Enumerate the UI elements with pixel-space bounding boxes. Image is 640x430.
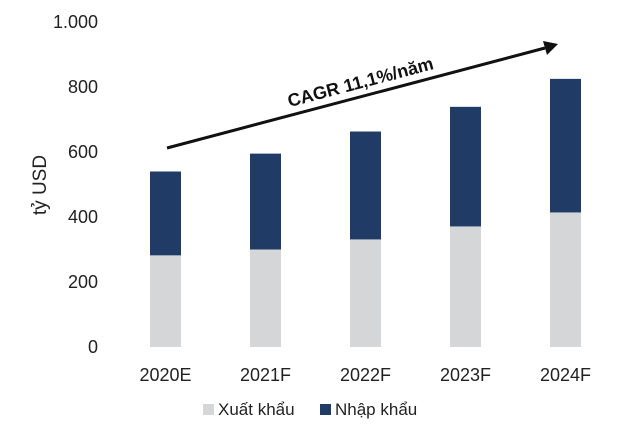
bar-xuat-khau-2024F (550, 212, 581, 347)
bar-xuat-khau-2022F (350, 239, 381, 347)
x-tick-label: 2021F (240, 365, 291, 385)
legend: Xuất khẩu Nhập khẩu (203, 400, 417, 419)
y-tick-label: 600 (68, 142, 98, 162)
y-tick-label: 0 (88, 337, 98, 357)
bar-nhap-khau-2021F (250, 153, 281, 250)
bar-nhap-khau-2020E (150, 171, 181, 256)
legend-label: Nhập khẩu (335, 400, 417, 419)
y-axis-label: tỷ USD (30, 155, 51, 215)
y-tick-label: 1.000 (53, 12, 98, 32)
legend-swatch (203, 404, 214, 415)
bar-xuat-khau-2020E (150, 255, 181, 347)
x-tick-label: 2020E (139, 365, 191, 385)
bar-xuat-khau-2023F (450, 226, 481, 347)
bar-xuat-khau-2021F (250, 249, 281, 347)
y-tick-label: 800 (68, 77, 98, 97)
cagr-arrow (166, 41, 558, 150)
x-tick-label: 2023F (440, 365, 491, 385)
x-tick-label: 2024F (540, 365, 591, 385)
y-tick-label: 200 (68, 272, 98, 292)
bar-nhap-khau-2022F (350, 131, 381, 240)
bar-nhap-khau-2023F (450, 106, 481, 227)
bar-nhap-khau-2024F (550, 78, 581, 213)
y-tick-label: 400 (68, 207, 98, 227)
x-tick-label: 2022F (340, 365, 391, 385)
legend-label: Xuất khẩu (218, 400, 295, 419)
legend-swatch (320, 404, 331, 415)
